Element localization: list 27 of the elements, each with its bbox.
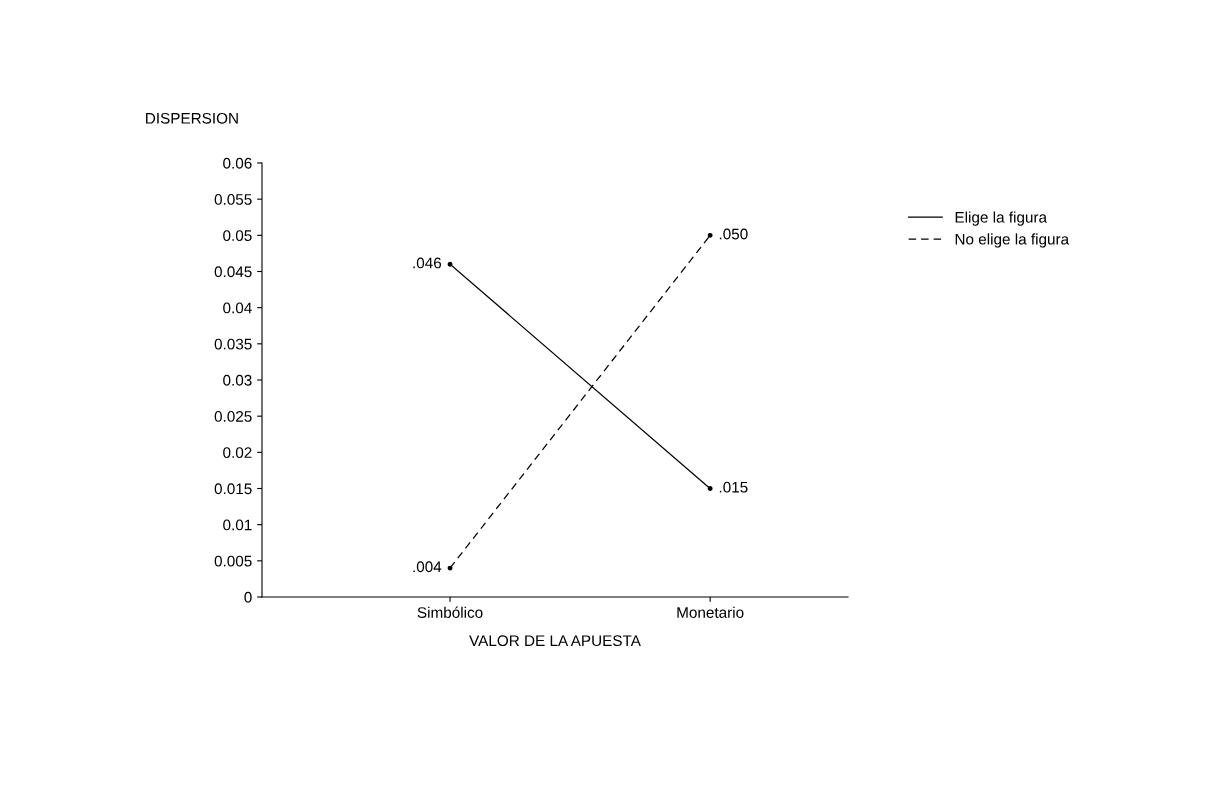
data-label: .050 — [719, 228, 748, 240]
y-tick-label: 0.04 — [223, 302, 252, 314]
y-tick-label: 0.015 — [214, 483, 252, 495]
x-tick-label: Simbólico — [417, 606, 483, 618]
y-tick-label: 0.005 — [214, 555, 252, 567]
y-axis-title: DISPERSION — [146, 112, 238, 124]
legend-label: Elige la figura — [955, 211, 1048, 226]
point — [707, 232, 713, 238]
y-tick-label: 0 — [244, 591, 252, 603]
y-tick-label: 0.01 — [223, 519, 252, 531]
y-tick-label: 0.02 — [223, 447, 252, 459]
point — [707, 486, 713, 491]
data-label: .046 — [413, 257, 442, 269]
y-tick-label: 0.025 — [214, 411, 252, 422]
x-axis-title: VALOR DE LA APUESTA — [469, 635, 641, 647]
legend-label: No elige la figura — [955, 233, 1070, 248]
y-tick-label: 0.035 — [214, 338, 252, 350]
y-tick-label: 0.055 — [214, 194, 252, 205]
data-label: .015 — [719, 481, 748, 493]
y-tick-label: 0.06 — [223, 157, 252, 169]
y-tick-label: 0.045 — [214, 266, 252, 278]
point — [447, 565, 453, 571]
y-tick-label: 0.05 — [223, 230, 252, 242]
data-label: .004 — [413, 561, 442, 573]
point — [447, 261, 453, 267]
x-tick-label: Monetario — [677, 606, 744, 618]
y-tick-label: 0.03 — [223, 374, 252, 386]
